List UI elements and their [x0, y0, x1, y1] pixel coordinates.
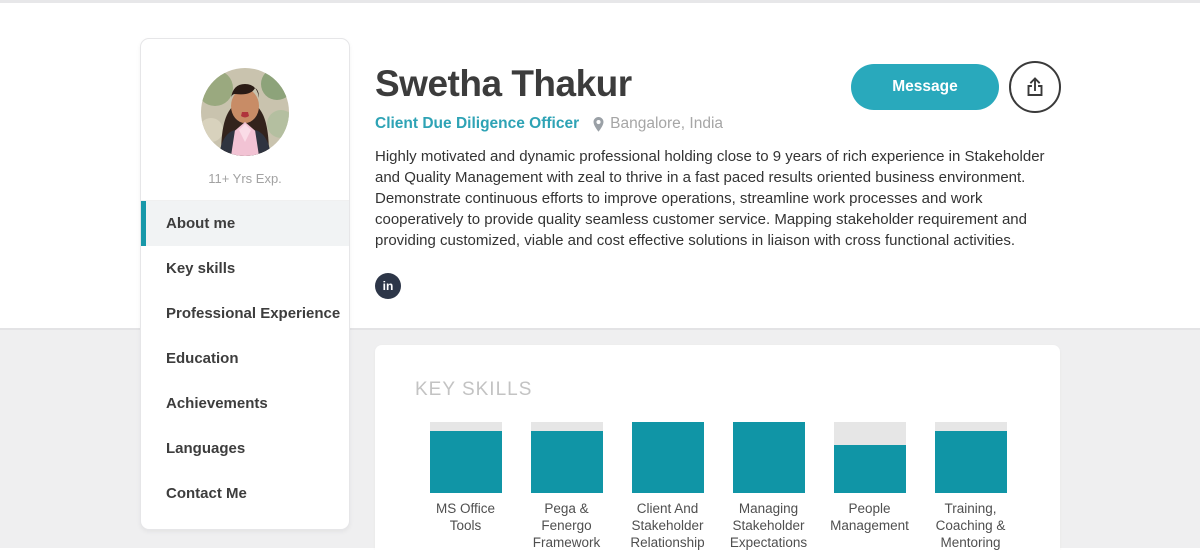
- skills-bar-chart: MS Office Tools Pega & Fenergo Framework…: [415, 422, 1060, 550]
- share-upload-icon: [1027, 77, 1043, 96]
- page-title: Swetha Thakur: [375, 63, 632, 104]
- skill-bar-fill: [631, 422, 704, 493]
- skill-bar-track: [934, 422, 1007, 493]
- skill-bar-track: [530, 422, 603, 493]
- sidebar-item-label: Achievements: [166, 395, 268, 412]
- skill-label: Managing Stakeholder Expectations: [729, 501, 808, 550]
- sidebar-item-label: Contact Me: [166, 485, 247, 502]
- sidebar-item-languages[interactable]: Languages: [141, 426, 349, 471]
- skill-bar-track: [429, 422, 502, 493]
- skill-bar-fill: [833, 444, 906, 493]
- skill-column: Client And Stakeholder Relationship: [617, 422, 718, 550]
- share-button[interactable]: [1009, 61, 1061, 113]
- skill-label: Training, Coaching & Mentoring: [935, 501, 1006, 550]
- key-skills-card: KEY SKILLS MS Office Tools Pega & Fenerg…: [375, 345, 1060, 550]
- experience-label: 11+ Yrs Exp.: [208, 171, 282, 186]
- skill-column: Managing Stakeholder Expectations: [718, 422, 819, 550]
- sidebar-item-label: Education: [166, 350, 239, 367]
- skill-column: Pega & Fenergo Framework: [516, 422, 617, 550]
- skill-column: MS Office Tools: [415, 422, 516, 550]
- sidebar-item-professional-experience[interactable]: Professional Experience: [141, 291, 349, 336]
- message-button[interactable]: Message: [851, 64, 999, 110]
- sidebar-item-education[interactable]: Education: [141, 336, 349, 381]
- skill-bar-fill: [934, 430, 1007, 493]
- sidebar-item-about-me[interactable]: About me: [141, 201, 349, 246]
- sidebar-item-label: Professional Experience: [166, 305, 341, 322]
- skill-label: Pega & Fenergo Framework: [532, 501, 601, 550]
- skill-bar-track: [732, 422, 805, 493]
- sidebar-item-label: Key skills: [166, 260, 236, 277]
- sidebar-item-contact-me[interactable]: Contact Me: [141, 471, 349, 516]
- profile-header: Swetha Thakur Client Due Diligence Offic…: [375, 62, 1062, 299]
- sidebar-item-label: About me: [166, 215, 236, 232]
- profile-photo: [201, 68, 289, 156]
- skill-bar-fill: [732, 422, 805, 493]
- profile-sidebar-card: 11+ Yrs Exp. About me Key skills Profess…: [140, 38, 350, 530]
- skill-column: People Management: [819, 422, 920, 550]
- title-location-row: Client Due Diligence Officer Bangalore, …: [375, 115, 1062, 133]
- skill-column: Training, Coaching & Mentoring: [920, 422, 1021, 550]
- skill-label: Client And Stakeholder Relationship: [630, 501, 705, 550]
- location-text: Bangalore, India: [610, 115, 724, 132]
- skill-label: MS Office Tools: [435, 501, 496, 533]
- sidebar-item-key-skills[interactable]: Key skills: [141, 246, 349, 291]
- key-skills-heading: KEY SKILLS: [415, 379, 533, 400]
- skill-label: People Management: [830, 501, 909, 533]
- sidebar-item-achievements[interactable]: Achievements: [141, 381, 349, 426]
- sidebar-nav: About me Key skills Professional Experie…: [141, 200, 349, 516]
- location-pin-icon: [591, 116, 606, 133]
- linkedin-icon[interactable]: in: [375, 273, 401, 299]
- job-title: Client Due Diligence Officer: [375, 115, 580, 132]
- about-summary-text: Highly motivated and dynamic professiona…: [375, 148, 1045, 249]
- sidebar-item-label: Languages: [166, 440, 246, 457]
- window-top-strip: [0, 0, 1200, 3]
- skill-bar-fill: [429, 430, 502, 493]
- skill-bar-fill: [530, 430, 603, 493]
- skill-bar-track: [631, 422, 704, 493]
- skill-bar-track: [833, 422, 906, 493]
